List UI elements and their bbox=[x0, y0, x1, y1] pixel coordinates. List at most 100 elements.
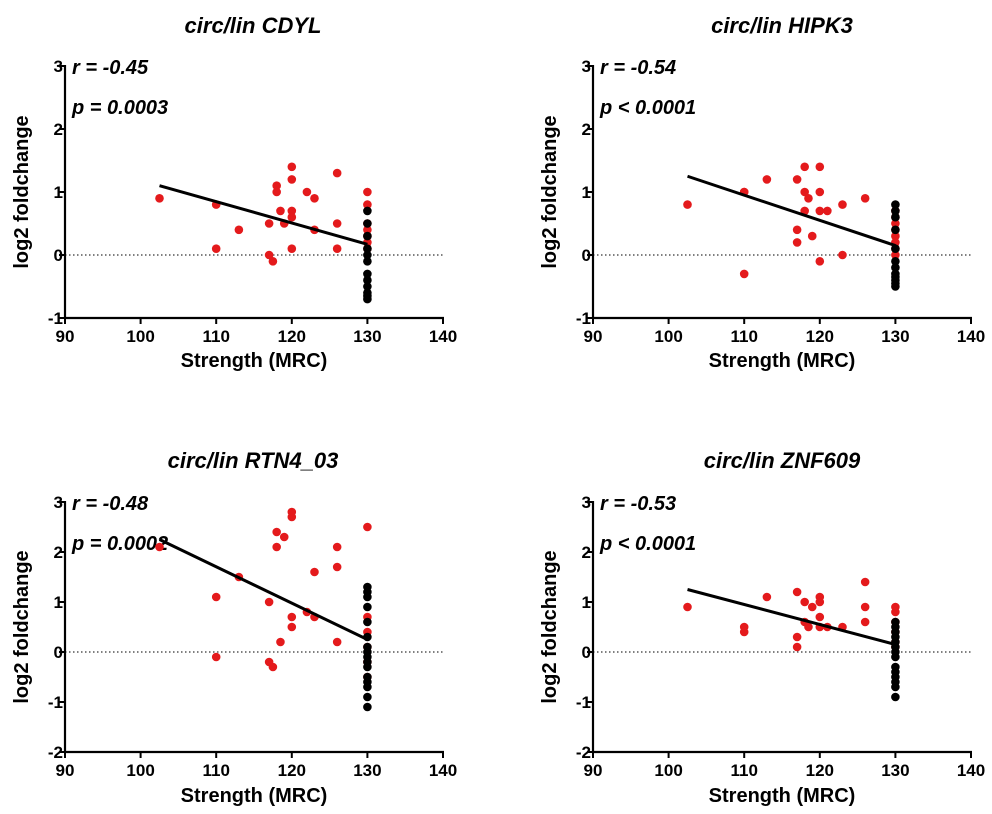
y-tick-label: 3 bbox=[54, 493, 63, 512]
y-tick-label: 2 bbox=[582, 543, 591, 562]
chart-title: circ/lin RTN4_03 bbox=[168, 448, 339, 473]
black-data-point bbox=[363, 282, 372, 291]
red-data-point bbox=[815, 257, 825, 266]
red-data-point bbox=[838, 200, 847, 209]
red-data-point bbox=[800, 597, 809, 607]
chart-title: circ/lin CDYL bbox=[185, 13, 322, 38]
chart-panel-1: circ/lin CDYL -1 0 1 2 3 90 100 110 120 130 140 Stre… bbox=[11, 13, 457, 372]
y-tick-label: 0 bbox=[54, 246, 63, 265]
red-data-point bbox=[792, 175, 802, 184]
stat-annotation: r = -0.54 bbox=[600, 57, 676, 79]
red-data-point bbox=[860, 602, 870, 612]
red-data-point bbox=[287, 622, 297, 632]
y-tick-label: -2 bbox=[576, 743, 591, 762]
black-data-point bbox=[363, 702, 372, 712]
stat-annotation: p = 0.0003 bbox=[71, 97, 168, 119]
red-data-point bbox=[860, 194, 870, 203]
y-axis-title: log2 foldchange bbox=[11, 550, 33, 703]
black-data-point bbox=[363, 269, 372, 279]
x-tick-label: 120 bbox=[278, 327, 306, 346]
red-data-point bbox=[792, 238, 802, 247]
red-data-point bbox=[234, 225, 244, 235]
red-data-point bbox=[332, 168, 342, 178]
y-axis-title: log2 foldchange bbox=[539, 115, 561, 268]
chart-title: circ/lin HIPK3 bbox=[711, 13, 853, 38]
red-data-point bbox=[264, 250, 274, 260]
red-data-point bbox=[363, 187, 372, 197]
red-data-point bbox=[310, 567, 319, 577]
red-data-point bbox=[264, 597, 274, 607]
x-tick-label: 130 bbox=[353, 761, 381, 780]
x-tick-label: 140 bbox=[429, 327, 457, 346]
red-data-point bbox=[792, 587, 802, 597]
y-tick-label: 3 bbox=[582, 57, 591, 76]
red-data-point bbox=[211, 652, 221, 662]
red-data-point bbox=[287, 175, 297, 184]
red-data-point bbox=[264, 219, 274, 228]
red-data-point bbox=[287, 244, 297, 253]
red-data-point bbox=[332, 562, 342, 572]
red-data-point bbox=[272, 542, 281, 552]
black-data-point bbox=[363, 592, 372, 602]
black-data-point bbox=[891, 225, 900, 235]
x-tick-label: 120 bbox=[278, 761, 306, 780]
red-data-point bbox=[815, 162, 825, 172]
red-data-point bbox=[800, 187, 809, 197]
y-tick-label: -1 bbox=[576, 693, 591, 712]
black-data-point bbox=[891, 212, 900, 222]
y-tick-label: 0 bbox=[54, 643, 63, 662]
chart-title: circ/lin ZNF609 bbox=[704, 448, 861, 473]
red-data-point bbox=[891, 607, 900, 617]
x-tick-label: 100 bbox=[654, 761, 682, 780]
red-data-point bbox=[155, 194, 164, 203]
x-tick-label: 110 bbox=[202, 761, 229, 780]
red-data-point bbox=[891, 231, 900, 241]
red-data-point bbox=[272, 181, 281, 190]
black-data-point bbox=[363, 662, 372, 672]
stat-annotation: p < 0.0001 bbox=[599, 97, 696, 119]
x-tick-label: 130 bbox=[881, 327, 909, 346]
y-tick-label: 2 bbox=[54, 543, 63, 562]
black-data-point bbox=[363, 231, 372, 241]
red-data-point bbox=[815, 612, 825, 622]
y-tick-label: 2 bbox=[582, 120, 591, 139]
black-data-point bbox=[363, 206, 372, 216]
red-data-point bbox=[268, 662, 278, 672]
x-tick-label: 140 bbox=[957, 327, 985, 346]
regression-line bbox=[158, 538, 369, 641]
y-tick-label: 0 bbox=[582, 643, 591, 662]
y-tick-label: -1 bbox=[576, 309, 591, 328]
red-data-point bbox=[363, 522, 372, 532]
black-data-point bbox=[363, 602, 372, 612]
x-tick-label: 120 bbox=[806, 761, 834, 780]
red-data-point bbox=[272, 527, 281, 537]
black-data-point bbox=[363, 219, 372, 228]
y-tick-label: -2 bbox=[48, 743, 63, 762]
red-data-point bbox=[804, 194, 813, 203]
red-data-point bbox=[302, 187, 312, 197]
x-tick-label: 130 bbox=[881, 761, 909, 780]
red-data-point bbox=[683, 602, 692, 612]
black-data-point bbox=[363, 294, 372, 304]
red-data-point bbox=[268, 257, 278, 266]
red-data-point bbox=[762, 175, 772, 184]
black-data-point bbox=[363, 692, 372, 702]
black-data-point bbox=[891, 652, 900, 662]
red-data-point bbox=[838, 250, 847, 260]
red-data-point bbox=[792, 225, 802, 235]
stat-annotation: r = -0.48 bbox=[72, 493, 149, 515]
black-data-point bbox=[891, 282, 900, 291]
x-tick-label: 90 bbox=[584, 761, 603, 780]
red-data-point bbox=[891, 219, 900, 228]
x-tick-label: 110 bbox=[202, 327, 229, 346]
x-tick-label: 110 bbox=[730, 761, 757, 780]
regression-line bbox=[159, 184, 368, 246]
red-data-point bbox=[287, 612, 297, 622]
x-axis-title: Strength (MRC) bbox=[709, 785, 856, 807]
red-data-point bbox=[363, 200, 372, 209]
x-tick-label: 90 bbox=[56, 327, 75, 346]
red-data-point bbox=[310, 194, 319, 203]
x-tick-label: 100 bbox=[126, 327, 154, 346]
red-data-point bbox=[860, 617, 870, 627]
x-tick-label: 100 bbox=[126, 761, 154, 780]
